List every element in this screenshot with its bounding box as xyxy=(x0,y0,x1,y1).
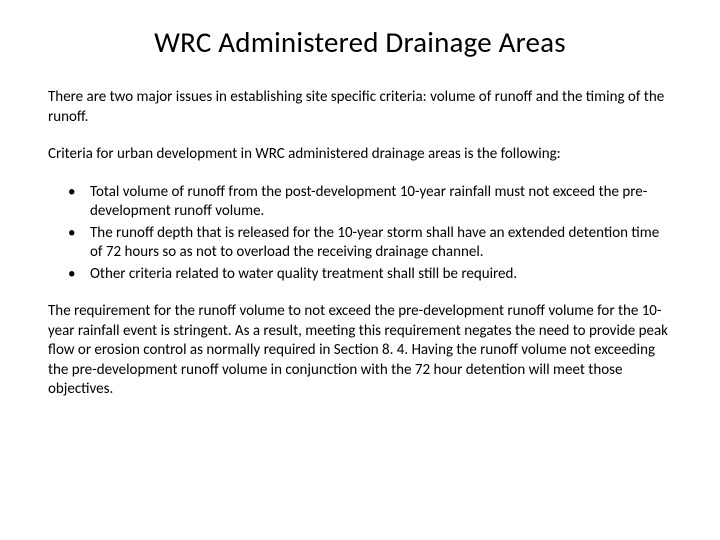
paragraph-conclusion: The requirement for the runoff volume to… xyxy=(48,302,672,400)
slide-title: WRC Administered Drainage Areas xyxy=(80,24,640,60)
paragraph-criteria-lead: Criteria for urban development in WRC ad… xyxy=(48,145,672,165)
list-item: The runoff depth that is released for th… xyxy=(68,224,672,263)
paragraph-intro: There are two major issues in establishi… xyxy=(48,88,672,127)
criteria-list: Total volume of runoff from the post-dev… xyxy=(48,183,672,285)
list-item: Other criteria related to water quality … xyxy=(68,265,672,285)
list-item: Total volume of runoff from the post-dev… xyxy=(68,183,672,222)
